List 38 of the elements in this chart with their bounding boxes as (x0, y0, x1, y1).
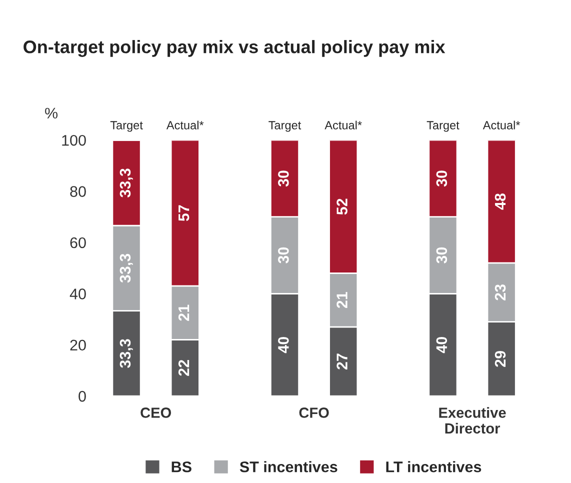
x-tick-label: Target (110, 121, 143, 132)
legend-label: ST incentives (240, 461, 338, 472)
data-label: 57 (178, 205, 190, 222)
data-label: 40 (278, 336, 289, 354)
x-tick-label: Target (268, 121, 302, 132)
chart-title: On-target policy pay mix vs actual policy pay mix (24, 40, 446, 57)
x-tick-label: Actual* (324, 120, 362, 130)
data-label: 30 (278, 170, 289, 187)
legend-label: LT incentives (386, 461, 482, 472)
data-label: 33,3 (120, 339, 133, 368)
data-label: 30 (278, 247, 289, 264)
data-label: 52 (336, 198, 348, 215)
y-tick-label: 60 (70, 237, 86, 248)
y-tick-label: 80 (70, 186, 86, 197)
data-label: 29 (494, 351, 506, 367)
text: CEO (140, 408, 172, 418)
y-tick-label: 0 (78, 390, 86, 402)
data-label: 48 (494, 193, 506, 210)
y-tick-label: 40 (70, 288, 86, 300)
data-label: 22 (178, 360, 190, 376)
data-label: 30 (436, 247, 448, 264)
data-label: 33,3 (120, 168, 133, 198)
text: CFO (299, 408, 329, 418)
x-tick-label: Target (426, 121, 460, 132)
x-tick-label: Actual* (166, 120, 204, 130)
data-label: 33,3 (120, 254, 133, 283)
text: Executive Director (439, 407, 506, 434)
legend-label: BS (172, 461, 192, 472)
data-label: 40 (436, 336, 448, 354)
y-tick-label: 20 (70, 340, 86, 351)
data-label: 21 (178, 304, 190, 321)
x-tick-label: Actual* (482, 120, 520, 130)
y-tick-label: 100 (62, 134, 86, 146)
data-label: 21 (336, 292, 348, 308)
data-label: 27 (336, 354, 348, 370)
data-label: 23 (494, 284, 506, 300)
y-axis-title: % (45, 108, 58, 119)
data-label: 30 (436, 170, 448, 187)
